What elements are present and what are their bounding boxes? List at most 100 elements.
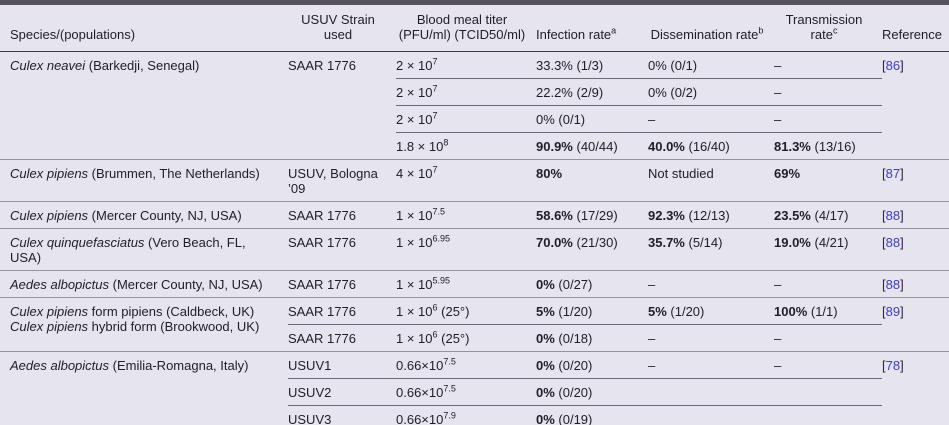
- cell-dissemination-rate: 35.7% (5/14): [648, 228, 774, 271]
- rate-value: 69%: [774, 166, 801, 181]
- strain-value: SAAR 1776: [288, 208, 356, 223]
- strain-value: USUV2: [288, 385, 332, 400]
- species-line: Culex pipiens hybrid form (Brookwood, UK…: [10, 319, 280, 334]
- cell-reference: [88]: [882, 270, 949, 298]
- rate-count: –: [774, 112, 782, 127]
- rate-count: 22.2% (2/9): [536, 85, 604, 100]
- cell-infection-rate: 22.2% (2/9): [536, 78, 648, 106]
- titer-exponent: 7.9: [443, 410, 456, 421]
- cell-transmission-rate: –: [774, 270, 882, 298]
- ref-bracket-close: ]: [900, 166, 904, 181]
- cell-strain: SAAR 1776: [288, 228, 396, 271]
- species-name: Culex pipiens: [10, 319, 89, 334]
- ref-bracket-open: [: [882, 58, 886, 73]
- titer-value: 1 × 10: [396, 208, 433, 223]
- cell-dissemination-rate: –: [648, 105, 774, 133]
- ref-bracket-close: ]: [900, 277, 904, 292]
- titer-exponent: 6.95: [432, 233, 451, 244]
- table-row: USUV2 0.66×107.5 0% (0/20): [0, 378, 949, 406]
- cell-dissemination-rate: [648, 405, 774, 425]
- table-row: Culex pipiens (Brummen, The Netherlands)…: [0, 159, 949, 202]
- rate-count: (0/19): [554, 412, 593, 425]
- cell-reference: [86]: [882, 52, 949, 160]
- cell-reference: [88]: [882, 228, 949, 271]
- ref-bracket-open: [: [882, 208, 886, 223]
- rate-count: –: [648, 112, 656, 127]
- titer-extra: (25°): [437, 304, 470, 319]
- species-name: Culex pipiens: [10, 208, 89, 223]
- species-location: form pipiens (Caldbeck, UK): [88, 304, 255, 319]
- ref-bracket-close: ]: [900, 208, 904, 223]
- rate-count: –: [648, 358, 656, 373]
- reference-link[interactable]: 88: [885, 277, 901, 292]
- cell-dissemination-rate: 0% (0/2): [648, 78, 774, 106]
- rate-count: (13/16): [810, 139, 856, 154]
- titer-value: 0.66×10: [396, 412, 444, 425]
- cell-transmission-rate: 69%: [774, 159, 882, 202]
- cell-reference: [88]: [882, 201, 949, 229]
- rate-count: (4/17): [810, 208, 849, 223]
- reference-link[interactable]: 88: [885, 208, 901, 223]
- titer-exponent: 7: [432, 110, 438, 121]
- titer-exponent: 5.95: [432, 275, 451, 286]
- rate-count: (40/44): [572, 139, 618, 154]
- table-row: Culex neavei (Barkedji, Senegal) SAAR 17…: [0, 52, 949, 79]
- cell-transmission-rate: 19.0% (4/21): [774, 228, 882, 271]
- titer-exponent: 7: [432, 164, 438, 175]
- col-header-transmission: Transmission ratec: [774, 0, 882, 52]
- cell-transmission-rate: –: [774, 351, 882, 379]
- ref-bracket-close: ]: [900, 304, 904, 319]
- cell-titer: 1 × 105.95: [396, 270, 536, 298]
- rate-value: 70.0%: [536, 235, 573, 250]
- cell-dissemination-rate: Not studied: [648, 159, 774, 202]
- cell-dissemination-rate: 92.3% (12/13): [648, 201, 774, 229]
- titer-value: 0.66×10: [396, 358, 444, 373]
- cell-transmission-rate: –: [774, 324, 882, 352]
- species-location: (Brummen, The Netherlands): [88, 166, 260, 181]
- cell-transmission-rate: –: [774, 52, 882, 79]
- reference-link[interactable]: 78: [885, 358, 901, 373]
- footnote-marker-c: c: [832, 25, 838, 36]
- rate-value: 0%: [536, 385, 555, 400]
- species-name: Aedes albopictus: [10, 277, 110, 292]
- cell-species: Culex quinquefasciatus (Vero Beach, FL, …: [0, 228, 288, 271]
- cell-dissemination-rate: –: [648, 324, 774, 352]
- cell-infection-rate: 0% (0/27): [536, 270, 648, 298]
- rate-count: –: [774, 58, 782, 73]
- titer-value: 1 × 10: [396, 277, 433, 292]
- species-name: Culex quinquefasciatus: [10, 235, 145, 250]
- cell-strain: USUV3: [288, 405, 396, 425]
- reference-link[interactable]: 88: [885, 235, 901, 250]
- strain-value: SAAR 1776: [288, 58, 356, 73]
- cell-dissemination-rate: 5% (1/20): [648, 297, 774, 325]
- rate-count: (5/14): [684, 235, 723, 250]
- cell-transmission-rate: –: [774, 78, 882, 106]
- rate-count: –: [648, 331, 656, 346]
- rate-count: (1/20): [554, 304, 593, 319]
- cell-reference: [78]: [882, 351, 949, 425]
- header-row: Species/(populations) USUV Strain used B…: [0, 0, 949, 52]
- cell-titer: 2 × 107: [396, 78, 536, 106]
- rate-value: 92.3%: [648, 208, 685, 223]
- cell-titer: 0.66×107.5: [396, 351, 536, 379]
- reference-link[interactable]: 86: [885, 58, 901, 73]
- col-header-transmission-label: Transmission rate: [785, 12, 863, 42]
- rate-value: 90.9%: [536, 139, 573, 154]
- rate-count: (0/18): [554, 331, 593, 346]
- ref-bracket-close: ]: [900, 358, 904, 373]
- ref-bracket-open: [: [882, 166, 886, 181]
- titer-value: 4 × 10: [396, 166, 433, 181]
- cell-strain: SAAR 1776: [288, 270, 396, 298]
- cell-infection-rate: 5% (1/20): [536, 297, 648, 325]
- reference-link[interactable]: 87: [885, 166, 901, 181]
- col-header-reference-label: Reference: [882, 27, 942, 42]
- rate-count: –: [774, 331, 782, 346]
- reference-link[interactable]: 89: [885, 304, 901, 319]
- rate-count: (0/27): [554, 277, 593, 292]
- species-location: hybrid form (Brookwood, UK): [88, 319, 260, 334]
- titer-value: 1 × 10: [396, 235, 433, 250]
- titer-exponent: 7.5: [432, 206, 446, 217]
- strain-value: SAAR 1776: [288, 277, 356, 292]
- table-row: 2 × 107 22.2% (2/9) 0% (0/2) –: [0, 78, 949, 106]
- titer-value: 1 × 10: [396, 331, 433, 346]
